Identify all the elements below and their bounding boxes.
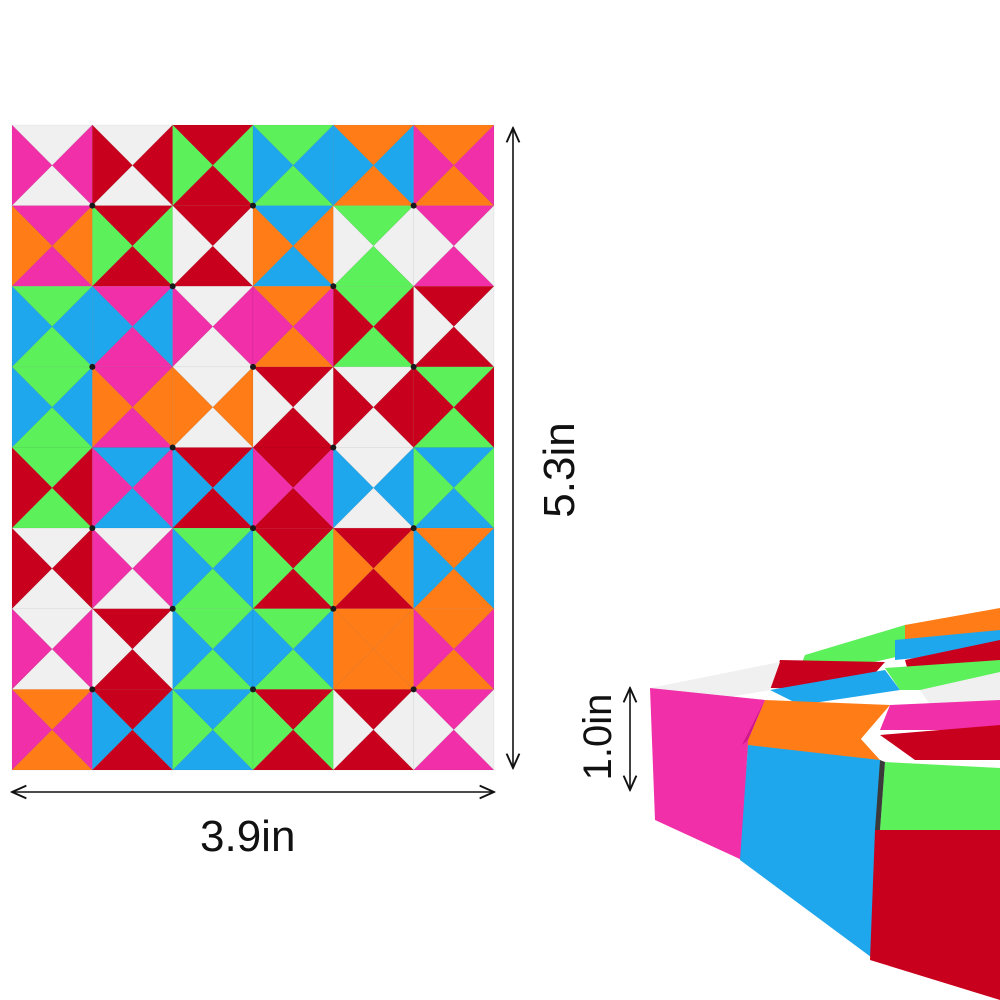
joint-dot — [89, 525, 96, 532]
joint-dot — [250, 686, 256, 693]
puzzle-triangle — [11, 285, 94, 327]
puzzle-triangle — [332, 285, 415, 327]
joint-dot — [89, 686, 96, 693]
joint-dot — [330, 444, 337, 451]
puzzle-side-view — [650, 608, 1000, 1000]
puzzle-triangle — [453, 688, 495, 771]
joint-dot — [169, 283, 176, 290]
puzzle-triangle — [252, 688, 294, 771]
thickness-label-text: 1.0in — [576, 693, 620, 781]
joint-dot — [250, 363, 256, 370]
joint-dot — [330, 283, 337, 290]
height-label-text: 5.3in — [535, 422, 584, 518]
puzzle-triangle — [252, 285, 294, 368]
puzzle-triangle — [11, 527, 94, 569]
puzzle-triangle — [11, 689, 94, 731]
puzzle-triangle — [252, 366, 294, 449]
puzzle-triangle — [453, 124, 495, 207]
puzzle-triangle — [332, 366, 415, 408]
puzzle-triangle — [332, 527, 415, 569]
puzzle-triangle — [11, 447, 94, 489]
puzzle-triangle — [252, 124, 294, 207]
puzzle-triangle — [332, 205, 415, 247]
joint-dot — [169, 444, 176, 451]
joint-dot — [410, 686, 417, 693]
puzzle-triangle — [11, 124, 94, 166]
puzzle-triangle — [171, 729, 254, 771]
puzzle-triangle — [252, 204, 294, 287]
puzzle-triangle — [332, 729, 415, 771]
puzzle-triangle — [252, 527, 294, 610]
puzzle-triangle — [453, 366, 495, 449]
puzzle-front-view — [11, 124, 495, 771]
puzzle-triangle — [332, 689, 415, 731]
puzzle-triangle — [252, 608, 294, 691]
width-label: 3.9in — [200, 812, 296, 861]
puzzle-triangle — [453, 285, 495, 368]
puzzle-triangle — [453, 204, 495, 287]
puzzle-triangle — [11, 729, 94, 771]
puzzle-triangle — [453, 608, 495, 691]
joint-dot — [330, 605, 337, 612]
joint-dot — [410, 202, 417, 209]
puzzle-triangle — [11, 608, 94, 650]
joint-dot — [169, 605, 176, 612]
joint-dot — [250, 525, 256, 532]
puzzle-triangle — [332, 447, 415, 489]
puzzle-triangle — [11, 205, 94, 247]
puzzle-triangle — [11, 366, 94, 408]
joint-dot — [250, 202, 256, 209]
joint-dot — [89, 202, 96, 209]
joint-dot — [410, 525, 417, 532]
puzzle-triangle — [332, 608, 415, 650]
puzzle-triangle — [332, 124, 415, 166]
puzzle-triangle — [453, 527, 495, 610]
joint-dot — [410, 363, 417, 370]
puzzle-triangle — [453, 446, 495, 529]
joint-dot — [89, 363, 96, 370]
puzzle-triangle — [252, 446, 294, 529]
